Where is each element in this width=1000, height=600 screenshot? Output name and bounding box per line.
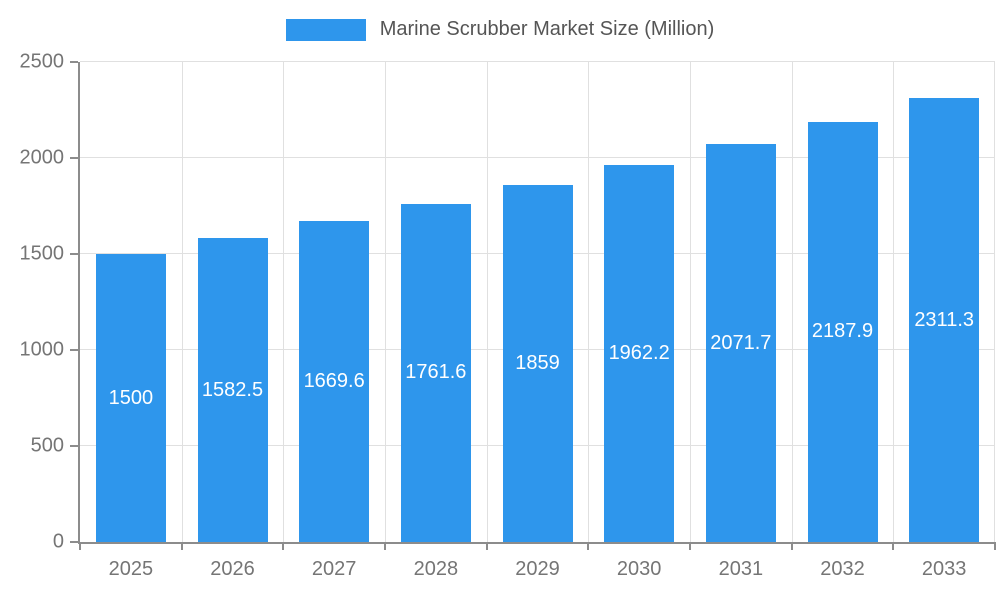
x-axis-category-label: 2026 [210, 558, 255, 580]
bar-value-label: 2187.9 [811, 320, 874, 343]
bar-value-label: 1962.2 [608, 342, 670, 365]
x-axis-tick [790, 542, 793, 550]
x-axis-category-label: 2033 [921, 558, 967, 580]
bar-value-label: 1761.6 [405, 361, 467, 384]
x-axis-category-label: 2031 [718, 558, 764, 580]
x-axis-tick [79, 542, 81, 550]
y-axis-tick [70, 61, 78, 63]
chart-title: Marine Scrubber Market Size (Million) [379, 18, 715, 40]
y-axis-tick-label: 500 [30, 434, 64, 457]
vertical-gridline [283, 62, 285, 542]
x-axis-tick [587, 542, 590, 550]
x-axis-tick [892, 542, 895, 550]
y-axis-tick [70, 253, 78, 255]
legend-swatch [285, 18, 366, 41]
y-axis-tick-label: 1000 [19, 338, 65, 361]
bar-value-label: 1582.5 [201, 378, 264, 401]
bar: 2071.7 [705, 144, 776, 542]
y-axis-tick [70, 445, 78, 447]
bar: 1962.2 [604, 165, 675, 542]
y-axis-line [78, 62, 80, 544]
bar: 1669.6 [299, 221, 370, 542]
bar-value-label: 1500 [108, 386, 154, 409]
vertical-gridline [588, 62, 590, 542]
x-axis-category-label: 2027 [311, 558, 357, 580]
vertical-gridline [791, 62, 793, 542]
vertical-gridline [181, 62, 183, 542]
bar: 1859 [502, 185, 573, 542]
x-axis-category-label: 2029 [515, 558, 560, 580]
vertical-gridline [893, 62, 895, 542]
x-axis-tick [689, 542, 691, 550]
plot-area: 0 500 1000 1500 2000 2500 1500 2025 1582.5 2026 16… [20, 51, 996, 580]
x-axis-tick [485, 542, 488, 550]
vertical-gridline [385, 62, 386, 542]
bar: 1761.6 [400, 203, 471, 542]
y-axis-tick-label: 2000 [19, 146, 65, 169]
y-axis-tick [70, 157, 78, 159]
bar: 1500 [95, 254, 166, 542]
y-axis-tick-label: 2500 [19, 50, 65, 73]
x-axis-category-label: 2032 [820, 558, 865, 580]
bar-value-label: 2071.7 [710, 331, 772, 354]
bar-value-label: 1669.6 [303, 370, 365, 393]
legend-item[interactable]: Marine Scrubber Market Size (Million) [0, 18, 1000, 41]
x-axis-category-label: 2028 [413, 558, 459, 580]
bar: 2187.9 [807, 121, 878, 542]
vertical-gridline [486, 62, 488, 542]
y-axis-tick [70, 541, 78, 543]
y-axis-tick-label: 1500 [19, 242, 65, 265]
horizontal-gridline [80, 157, 995, 158]
y-axis-tick-label: 0 [52, 530, 64, 553]
horizontal-gridline [80, 61, 995, 62]
x-axis-category-label: 2030 [616, 558, 662, 580]
bar-value-label: 2311.3 [914, 308, 974, 331]
x-axis-tick [994, 542, 996, 550]
x-axis-category-label: 2025 [108, 558, 154, 580]
bar: 1582.5 [197, 238, 268, 542]
x-axis-tick [384, 542, 386, 550]
vertical-gridline [690, 62, 691, 542]
vertical-gridline [994, 62, 995, 542]
bar: 2311.3 [909, 98, 980, 542]
x-axis-tick [282, 542, 285, 550]
y-axis-tick [70, 349, 78, 351]
x-axis-tick [180, 542, 183, 550]
bar-value-label: 1859 [515, 352, 560, 375]
x-axis-line [78, 542, 995, 544]
